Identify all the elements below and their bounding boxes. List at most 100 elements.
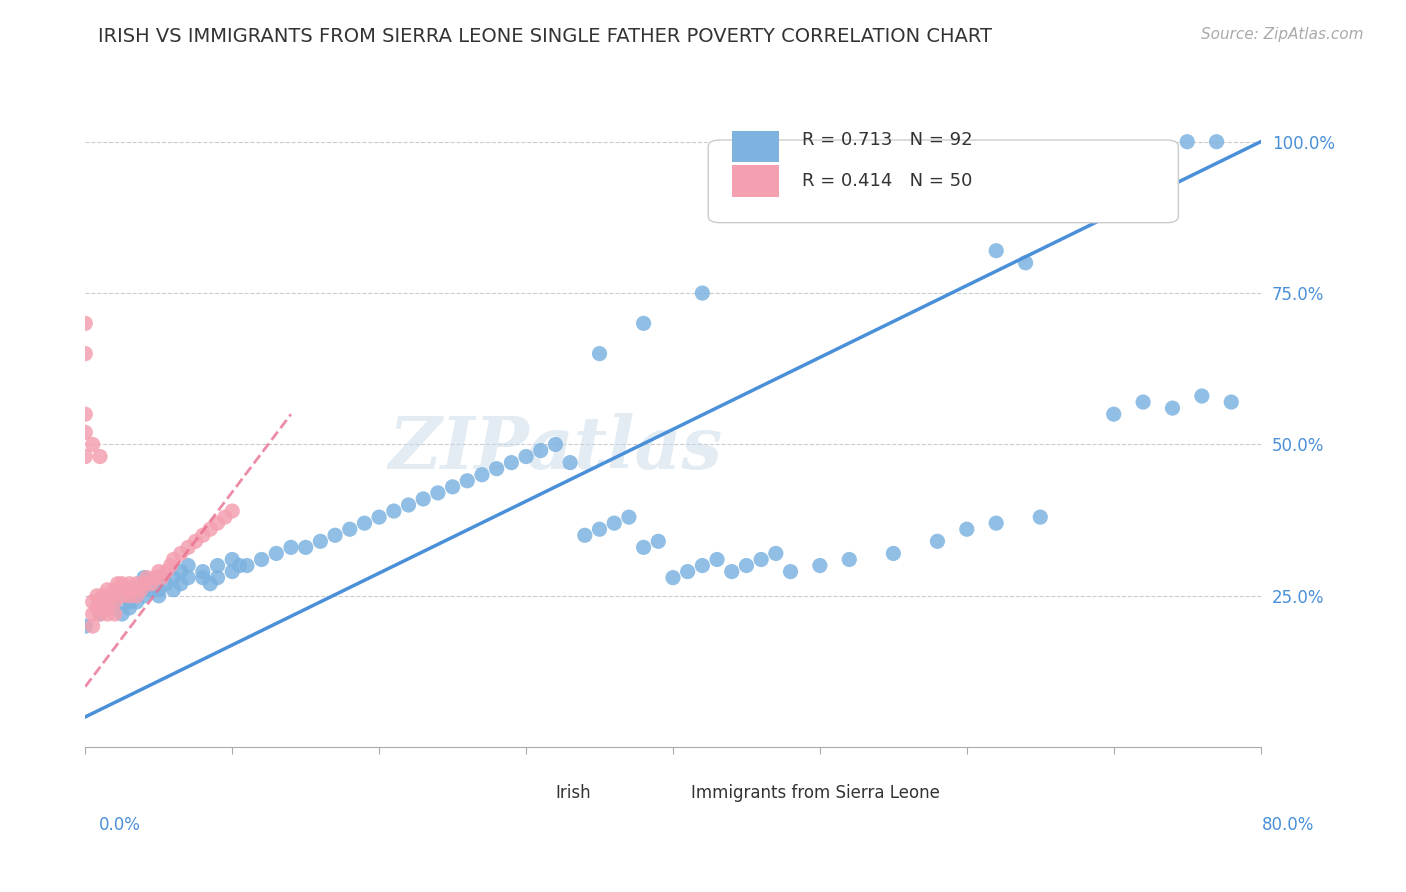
Point (150, 571, 173, 585)
Point (155, 576, 177, 591)
Point (104, 589, 127, 603)
Point (145, 571, 167, 585)
Point (141, 576, 163, 591)
Point (588, 522, 610, 536)
Point (132, 589, 155, 603)
Point (96, 582, 118, 597)
Point (75, 425, 97, 440)
Point (75, 346, 97, 360)
Point (471, 467, 494, 482)
Point (89, 450, 111, 464)
FancyBboxPatch shape (731, 166, 779, 197)
Point (118, 589, 141, 603)
Point (749, 552, 772, 566)
Point (121, 582, 143, 597)
Point (96, 595, 118, 609)
Point (107, 576, 129, 591)
Point (647, 534, 669, 549)
Point (148, 565, 170, 579)
Point (82, 619, 104, 633)
Point (706, 552, 728, 566)
Point (118, 582, 141, 597)
Point (132, 576, 155, 591)
Point (927, 534, 949, 549)
Point (692, 286, 714, 301)
Point (735, 558, 758, 573)
Point (96, 607, 118, 621)
Point (294, 541, 316, 555)
Point (191, 571, 214, 585)
Text: Irish: Irish (555, 784, 591, 802)
Text: Immigrants from Sierra Leone: Immigrants from Sierra Leone (690, 784, 939, 802)
Point (398, 498, 420, 512)
Point (441, 480, 464, 494)
Point (155, 565, 177, 579)
Point (148, 582, 170, 597)
Point (177, 541, 200, 555)
Point (956, 522, 979, 536)
Point (111, 576, 134, 591)
Point (1191, 389, 1213, 403)
Point (198, 576, 221, 591)
Point (515, 450, 537, 464)
Point (191, 528, 214, 542)
Point (82, 607, 104, 621)
Point (603, 516, 626, 531)
Point (986, 244, 1008, 258)
Point (125, 589, 148, 603)
Point (1205, 135, 1227, 149)
Point (141, 582, 163, 597)
Point (986, 516, 1008, 531)
Point (177, 571, 200, 585)
FancyBboxPatch shape (731, 130, 779, 162)
Point (412, 491, 434, 506)
Point (129, 582, 152, 597)
Point (633, 317, 655, 331)
Point (162, 582, 184, 597)
Point (558, 456, 581, 470)
Point (104, 607, 127, 621)
Point (221, 552, 243, 566)
Point (280, 541, 302, 555)
Point (148, 571, 170, 585)
Point (111, 607, 134, 621)
Point (132, 571, 155, 585)
Point (82, 437, 104, 451)
Point (198, 522, 221, 536)
Point (170, 576, 193, 591)
Point (191, 565, 214, 579)
Text: ZIPatlas: ZIPatlas (388, 413, 723, 483)
Text: IRISH VS IMMIGRANTS FROM SIERRA LEONE SINGLE FATHER POVERTY CORRELATION CHART: IRISH VS IMMIGRANTS FROM SIERRA LEONE SI… (98, 27, 993, 45)
Point (118, 589, 141, 603)
Point (323, 528, 346, 542)
Point (1102, 407, 1125, 421)
Point (1220, 395, 1243, 409)
Point (485, 461, 508, 475)
Text: R = 0.414   N = 50: R = 0.414 N = 50 (803, 172, 973, 190)
Point (339, 522, 361, 536)
Point (136, 571, 159, 585)
Point (692, 558, 714, 573)
Point (104, 582, 127, 597)
Point (633, 541, 655, 555)
Point (91, 589, 114, 603)
Point (170, 565, 193, 579)
Point (82, 595, 104, 609)
Point (617, 510, 640, 524)
Point (207, 571, 229, 585)
FancyBboxPatch shape (520, 779, 550, 805)
Point (162, 552, 184, 566)
Point (89, 595, 111, 609)
Point (720, 565, 742, 579)
Point (148, 589, 170, 603)
Point (177, 558, 200, 573)
Point (207, 558, 229, 573)
Point (544, 437, 567, 451)
Point (125, 595, 148, 609)
Point (456, 474, 478, 488)
Point (86, 589, 108, 603)
Point (184, 534, 207, 549)
Point (1132, 395, 1154, 409)
Point (118, 601, 141, 615)
Point (104, 595, 127, 609)
